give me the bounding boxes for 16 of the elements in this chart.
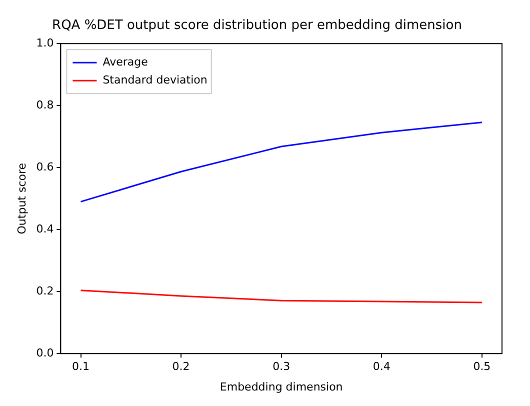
x-tick-label: 0.3 <box>272 360 290 374</box>
x-axis-title: Embedding dimension <box>220 380 343 394</box>
y-tick-label: 1.0 <box>36 36 54 50</box>
x-tick-label: 0.1 <box>72 360 90 374</box>
y-tick-label: 0.2 <box>36 284 54 298</box>
x-tick-label: 0.2 <box>172 360 190 374</box>
legend-label: Average <box>102 55 148 68</box>
y-axis-title: Output score <box>15 162 28 234</box>
chart-title: RQA %DET output score distribution per embedding dimension <box>52 18 462 34</box>
y-tick-label: 0.4 <box>36 222 54 236</box>
legend-label: Standard deviation <box>102 73 208 86</box>
x-tick-label: 0.4 <box>372 360 390 374</box>
y-tick-label: 0.6 <box>36 160 54 174</box>
y-tick-label: 0.0 <box>36 346 54 360</box>
y-tick-label: 0.8 <box>36 98 54 112</box>
x-tick-label: 0.5 <box>473 360 491 374</box>
